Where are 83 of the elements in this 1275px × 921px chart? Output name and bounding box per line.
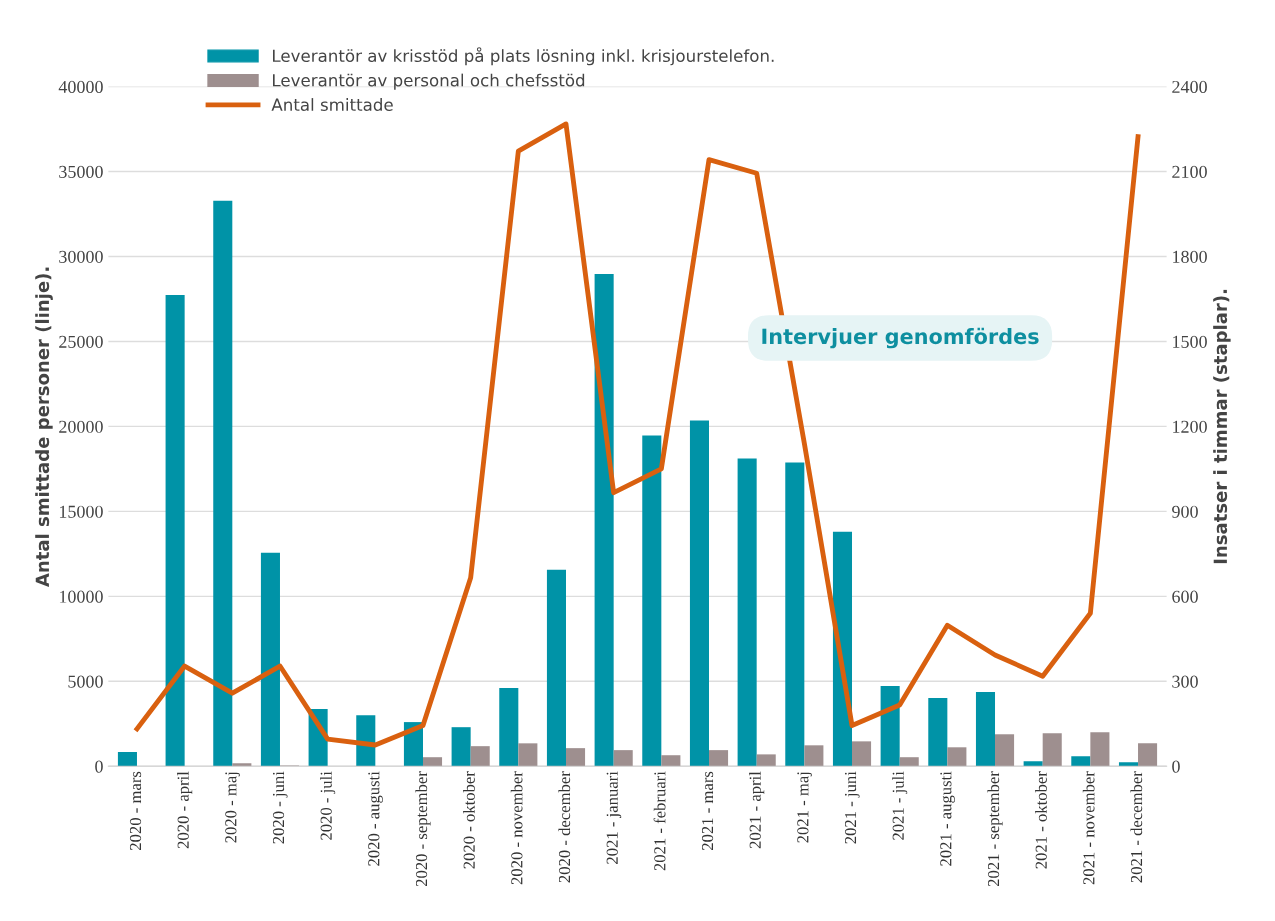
y-tick-label: 40000 [58, 80, 103, 94]
bar [117, 752, 137, 767]
y2-tick-label: 1800 [1173, 250, 1207, 263]
bar [470, 746, 490, 767]
legend-label: Leverantör av personal och chefsstöd [273, 73, 585, 90]
bar [594, 274, 614, 767]
y2-axis-title: Insatser i timmar (staplar). [1213, 289, 1231, 564]
y-axis-title: Antal smittade personer (linje). [35, 267, 53, 587]
bar [804, 745, 824, 767]
x-tick-label: 2021 - april [749, 771, 765, 849]
bar [165, 295, 185, 767]
bar [852, 741, 872, 767]
y2-tick-label: 2100 [1172, 165, 1207, 178]
bar [1118, 762, 1139, 767]
y-tick-label: 35000 [59, 165, 103, 178]
x-tick-label: 2020 - juli [320, 771, 336, 840]
x-tick-label: 2021 - september [987, 771, 1003, 887]
bar [213, 200, 233, 767]
y-tick-label: 30000 [59, 250, 103, 263]
x-tick-label: 2021 - mars [701, 771, 714, 851]
bar [1042, 733, 1062, 767]
y2-tick-label: 1500 [1173, 335, 1207, 348]
bar [260, 552, 280, 767]
bar [451, 727, 471, 767]
annotation: Intervjuer genomfördes [762, 327, 1039, 349]
bar [928, 698, 948, 767]
bar [995, 734, 1015, 767]
y-tick-label: 25000 [59, 335, 103, 348]
bar [737, 458, 757, 767]
x-tick-label: 2020 - november [510, 771, 523, 885]
x-tick-label: 2021 - maj [797, 772, 812, 843]
x-tick-label: 2021 - februari [653, 771, 666, 871]
bar [422, 757, 443, 767]
bar [546, 569, 566, 767]
bar [499, 688, 519, 767]
bar [566, 748, 586, 767]
x-tick-label: 2020 - oktober [463, 771, 475, 869]
bar [689, 420, 709, 767]
y2-tick-label: 2400 [1172, 80, 1207, 94]
x-tick-label: 2021 - juni [844, 771, 860, 844]
bar [1071, 756, 1091, 767]
y2-tick-label: 600 [1172, 590, 1198, 603]
bar [756, 754, 776, 767]
x-tick-label: 2021 - juli [892, 771, 908, 840]
x-tick-label: 2020 - augusti [368, 771, 383, 866]
x-tick-label: 2021 - december [1130, 771, 1143, 883]
y-tick-label: 0 [95, 760, 103, 773]
legend-label: Antal smittade [271, 98, 393, 111]
line-series [134, 121, 1141, 748]
bar [661, 755, 681, 767]
x-tick-label: 2020 - september [415, 771, 431, 887]
y2-tick-label: 900 [1172, 505, 1198, 518]
bar [975, 692, 996, 767]
legend-label: Leverantör av krisstöd på plats lösning inkl. krisjourstelefon. [273, 47, 774, 66]
bar [642, 435, 662, 767]
bar [709, 750, 729, 767]
x-tick-label: 2021 - januari [606, 771, 622, 864]
x-tick-label: 2020 - mars [129, 771, 142, 851]
bar [947, 747, 967, 767]
bar [232, 763, 252, 767]
bar [880, 686, 900, 767]
bar [899, 757, 919, 767]
bar [356, 715, 376, 767]
x-tick-label: 2021 - november [1082, 771, 1095, 885]
bar [1090, 732, 1110, 767]
x-tick-label: 2020 - december [558, 771, 571, 883]
y-tick-label: 10000 [59, 590, 103, 603]
y-tick-label: 20000 [59, 420, 103, 433]
bar [613, 750, 633, 767]
x-tick-label: 2020 - april [177, 771, 193, 849]
x-tick-label: 2020 - maj [225, 772, 240, 843]
bar [1023, 761, 1043, 767]
bar [1138, 743, 1158, 767]
x-tick-label: 2021 - augusti [940, 771, 955, 866]
y2-tick-label: 300 [1172, 675, 1198, 688]
bar [518, 743, 538, 767]
y2-tick-label: 0 [1172, 760, 1180, 773]
y2-tick-label: 1200 [1173, 420, 1207, 433]
bar [785, 462, 805, 767]
x-tick-label: 2020 - juni [272, 771, 288, 844]
y-tick-label: 15000 [59, 505, 103, 518]
x-tick-label: 2021 - oktober [1035, 771, 1047, 869]
y-tick-label: 5000 [68, 675, 103, 688]
